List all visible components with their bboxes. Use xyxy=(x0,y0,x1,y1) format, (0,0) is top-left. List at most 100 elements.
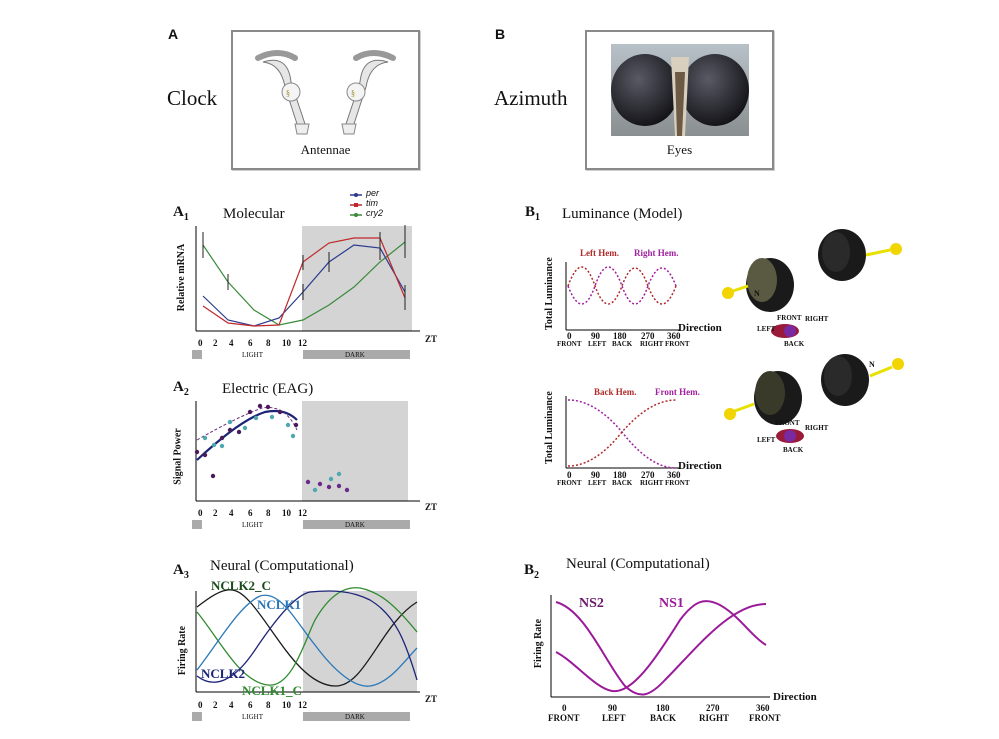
b1-top-sub-front-end: FRONT xyxy=(665,340,690,348)
b1-bottom-front: FRONT xyxy=(775,419,800,427)
b1-bottom-tick-90: 90 xyxy=(591,470,600,480)
b1-top-tick-270: 270 xyxy=(641,331,655,341)
a3-label-nclk2-c: NCLK2_C xyxy=(211,578,271,593)
a1-cry2-line xyxy=(202,241,406,326)
antennae-image-frame: § § Antennae xyxy=(231,30,420,170)
a2-title: Electric (EAG) xyxy=(222,381,314,397)
a3-ylabel: Firing Rate xyxy=(177,625,189,676)
a2-dark-label: DARK xyxy=(345,521,365,529)
a2-tick-4: 4 xyxy=(229,508,234,518)
b1-ylabel-top: Total Luminance xyxy=(543,257,555,330)
a3-tick-0: 0 xyxy=(198,700,203,710)
panel-b-letter: B xyxy=(495,26,506,42)
a1-legend-tim: tim xyxy=(366,198,378,208)
a3-zt-label: ZT xyxy=(425,694,438,704)
a3-tick-12: 12 xyxy=(298,700,307,710)
b2-sub-right: RIGHT xyxy=(699,713,730,723)
a1-label: A1 xyxy=(173,204,189,223)
a1-tick-6: 6 xyxy=(248,338,253,348)
a1-ylabel: Relative mRNA xyxy=(176,243,188,312)
a3-label: A3 xyxy=(173,562,189,581)
a1-legend xyxy=(350,193,362,217)
b1-top-sub-back: BACK xyxy=(612,340,633,348)
b1-top-direction: Direction xyxy=(678,322,722,334)
b2-label-sub: 2 xyxy=(534,570,540,581)
b1-top-sub-right: RIGHT xyxy=(640,340,664,348)
b1-top-tick-180: 180 xyxy=(613,331,627,341)
b1-bottom-sub-back: BACK xyxy=(612,479,633,487)
a1-legend-cry2: cry2 xyxy=(366,208,384,218)
b1-top-n: N xyxy=(754,289,760,298)
a1-label-letter: A xyxy=(173,204,184,220)
a1-tick-4: 4 xyxy=(229,338,234,348)
b1-legend-front-hem: Front Hem. xyxy=(655,387,700,397)
b2-tick-270: 270 xyxy=(706,703,720,713)
a3-label-sub: 3 xyxy=(183,570,189,581)
b1-top-tick-90: 90 xyxy=(591,331,600,341)
a3-tick-8: 8 xyxy=(266,700,271,710)
b2-label-letter: B xyxy=(524,562,535,578)
eyes-image-frame: Eyes xyxy=(585,30,774,170)
a1-legend-per: per xyxy=(366,188,380,198)
a2-tick-8: 8 xyxy=(266,508,271,518)
b1-bottom-right: RIGHT xyxy=(805,424,829,432)
svg-text:§: § xyxy=(351,89,355,98)
a2-zt-label: ZT xyxy=(425,502,438,512)
b1-top-sub-left: LEFT xyxy=(588,340,607,348)
b1-title: Luminance (Model) xyxy=(562,206,683,222)
b1-bottom-left: LEFT xyxy=(757,436,776,444)
b1-legend-right-hem: Right Hem. xyxy=(634,248,679,258)
b2-tick-360: 360 xyxy=(756,703,770,713)
a1-light-bar xyxy=(192,350,202,359)
a1-tick-0: 0 xyxy=(198,338,203,348)
b1-bottom-direction: Direction xyxy=(678,460,722,472)
eyes-caption: Eyes xyxy=(666,142,693,157)
b1-ylabel-bottom: Total Luminance xyxy=(543,391,555,464)
b2-sub-back: BACK xyxy=(650,713,677,723)
a3-light-bar xyxy=(192,712,202,721)
a3-label-nclk2: NCLK2 xyxy=(201,666,246,681)
a3-title: Neural (Computational) xyxy=(210,558,354,574)
a2-dark-bar xyxy=(303,520,410,529)
b1-top-right: RIGHT xyxy=(805,315,829,323)
b1-label-letter: B xyxy=(525,204,536,220)
a2-light-bar xyxy=(192,520,202,529)
a1-title: Molecular xyxy=(223,206,285,222)
b2-tick-90: 90 xyxy=(608,703,617,713)
a3-light-label: LIGHT xyxy=(242,713,263,721)
a3-label-nclk1: NCLK1 xyxy=(257,597,302,612)
b1-top-tick-360: 360 xyxy=(667,331,681,341)
a2-points xyxy=(194,403,350,493)
b2-sub-left: LEFT xyxy=(602,713,626,723)
a1-per-line xyxy=(202,244,406,327)
b1-bottom-back: BACK xyxy=(783,446,804,454)
antennae-caption: Antennae xyxy=(300,142,351,157)
b1-legend-left-hem: Left Hem. xyxy=(580,248,619,258)
a1-tick-10: 10 xyxy=(282,338,291,348)
a3-dark-label: DARK xyxy=(345,713,365,721)
b1-top-front: FRONT xyxy=(777,314,802,322)
a1-light-label: LIGHT xyxy=(242,351,263,359)
svg-text:§: § xyxy=(286,89,290,98)
azimuth-heading: Azimuth xyxy=(494,86,568,110)
b1-bottom-sub-left: LEFT xyxy=(588,479,607,487)
a2-label-letter: A xyxy=(173,379,184,395)
b2-label: B2 xyxy=(524,562,539,581)
b1-bottom-tick-180: 180 xyxy=(613,470,627,480)
b1-top-sub-front: FRONT xyxy=(557,340,582,348)
b1-top-tick-0: 0 xyxy=(567,331,572,341)
a3-tick-4: 4 xyxy=(229,700,234,710)
a3-label-nclk1-c: NCLK1_C xyxy=(242,683,302,698)
b2-tick-0: 0 xyxy=(562,703,567,713)
a3-tick-6: 6 xyxy=(248,700,253,710)
a1-dark-shade xyxy=(302,226,412,331)
a3-tick-10: 10 xyxy=(282,700,291,710)
b1-bottom-tick-360: 360 xyxy=(667,470,681,480)
a1-label-sub: 1 xyxy=(183,212,189,223)
b2-sub-front-end: FRONT xyxy=(749,713,781,723)
b2-title: Neural (Computational) xyxy=(566,556,710,572)
a3-dark-bar xyxy=(303,712,410,721)
b1-label: B1 xyxy=(525,204,540,223)
b1-bottom-n: N xyxy=(869,360,875,369)
b2-tick-180: 180 xyxy=(656,703,670,713)
